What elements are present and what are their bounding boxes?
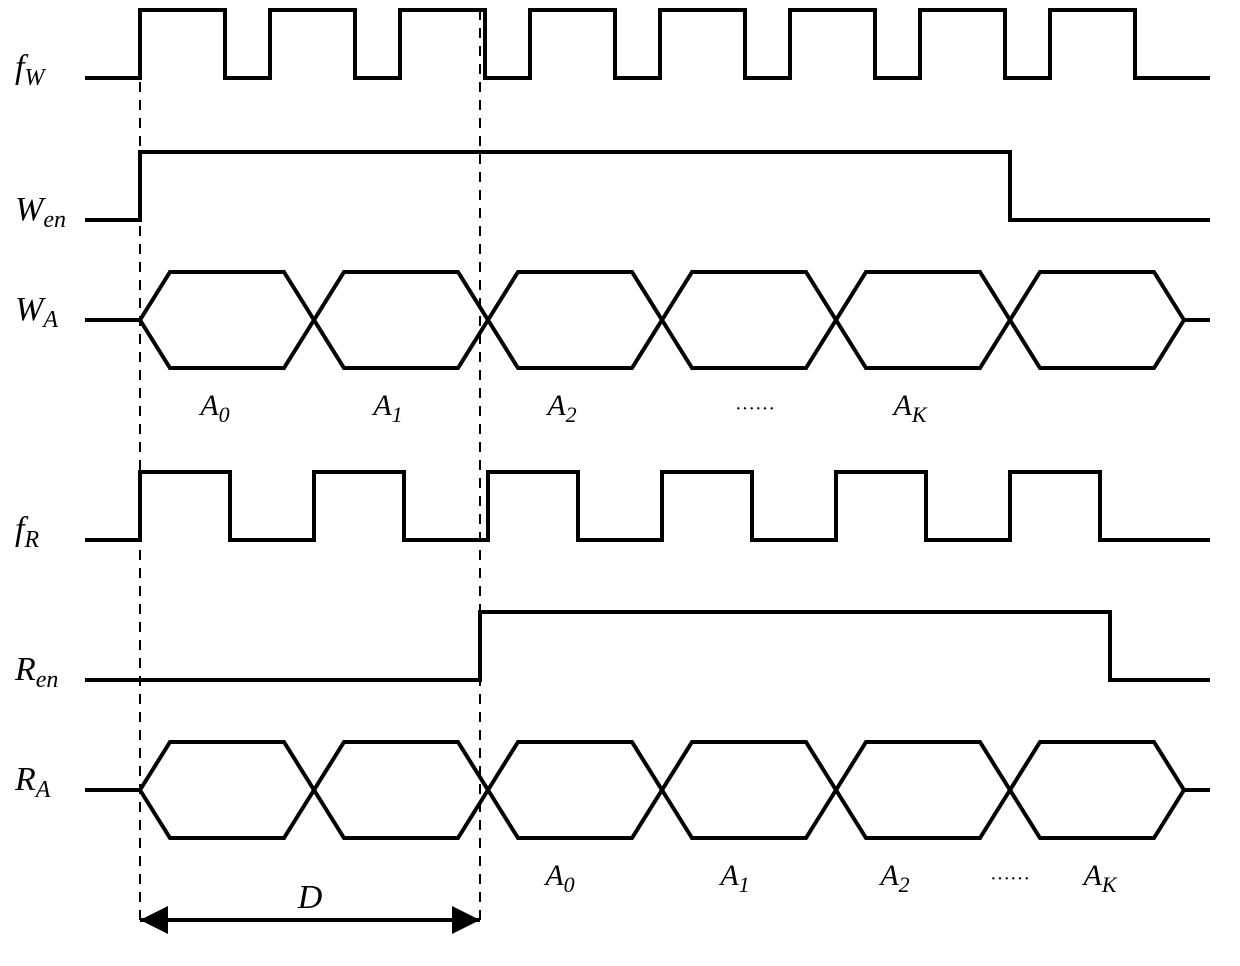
signal-RA-addr-4: AK (1081, 859, 1117, 897)
signal-RA-ellipsis: ······ (990, 868, 1030, 890)
signal-RA-addr-1: A1 (718, 859, 749, 897)
label-fR: fR (15, 511, 39, 553)
label-RA: RA (14, 761, 51, 803)
signal-WA-addr-0: A0 (198, 389, 229, 427)
label-WA: WA (15, 291, 58, 333)
timing-diagram: fW Wen WA A0 A1 A2 ······ AK fR Ren RA A0 A1 A2 ······… (0, 0, 1240, 966)
signal-WA-bot (140, 320, 1184, 368)
signal-Ren (85, 612, 1210, 680)
signal-fW (85, 10, 1210, 78)
signal-RA-bot (140, 790, 1184, 838)
signal-WA-addr-2: A2 (545, 389, 576, 427)
signal-WA-addr-4: AK (891, 389, 927, 427)
signal-WA-addr-1: A1 (371, 389, 402, 427)
signal-RA-addr-0: A0 (543, 859, 574, 897)
signal-fR (85, 472, 1210, 540)
label-fW: fW (15, 49, 46, 91)
delay-label: D (297, 879, 323, 916)
signal-RA-top (140, 742, 1184, 790)
label-Wen: Wen (15, 191, 66, 233)
delay-arrow-right (452, 906, 480, 934)
signal-WA-top (140, 272, 1184, 320)
signal-Wen (85, 152, 1210, 220)
signal-WA-ellipsis: ······ (735, 398, 775, 420)
signal-RA-addr-2: A2 (878, 859, 909, 897)
label-Ren: Ren (14, 651, 58, 693)
delay-arrow-left (140, 906, 168, 934)
